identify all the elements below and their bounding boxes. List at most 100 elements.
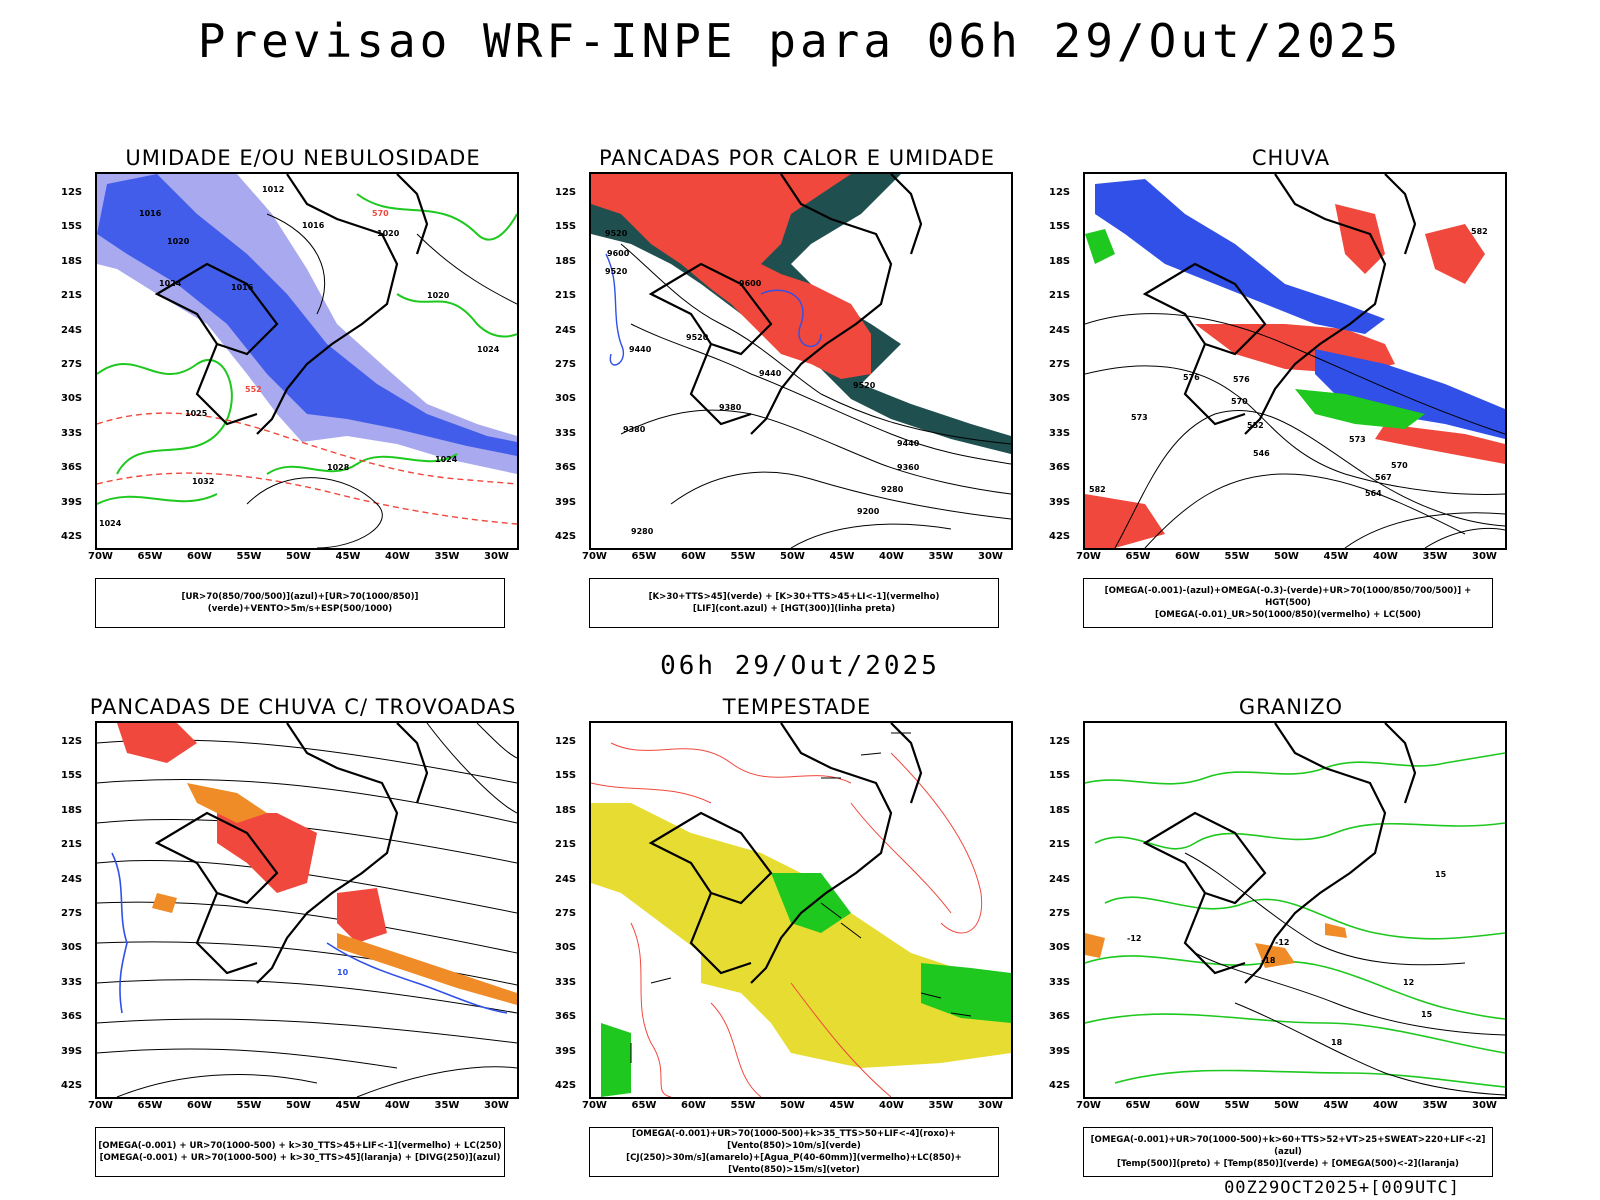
lon-tick-label: 35W [434,551,460,562]
temp500-contours [1184,852,1505,1096]
lat-tick-label: 21S [555,839,577,851]
lat-tick-label: 12S [555,187,577,198]
lat-tick-label: 27S [61,908,83,919]
map-area: -12 -18 -12 12 15 15 18 [1083,721,1507,1099]
legend-line: [LIF](cont.azul) + [HGT(300)](linha pret… [692,604,896,614]
lon-tick-label: 50W [780,551,805,562]
panel-legend: [OMEGA(-0.001) + UR>70(1000-500) + k>30_… [95,1127,505,1177]
panel-pancadas-calor: PANCADAS POR CALOR E UMIDADE 9520 9600 9… [555,146,1042,628]
lon-tick-label: 70W [1076,1100,1101,1111]
legend-line: [OMEGA(-0.001)+UR>70(1000-500)+k>35_TTS>… [632,1129,956,1151]
lon-tick-label: 60W [1175,1100,1200,1111]
lon-tick-label: 35W [1422,551,1448,562]
lon-tick-label: 40W [385,551,410,562]
lat-tick-label: 15S [1049,770,1071,782]
map-graphic: 1012 1016 1020 1024 1016 1020 1024 1025 … [97,174,517,548]
lon-tick-label: 65W [1125,551,1151,562]
lat-tick-label: 18S [1049,804,1071,816]
contour-label: 9440 [897,439,920,448]
lat-tick-label: 21S [555,290,577,302]
lat-tick-label: 33S [555,976,577,988]
lon-tick-label: 30W [484,551,509,562]
lat-tick-label: 36S [61,462,83,474]
lon-tick-label: 35W [928,1100,954,1111]
lat-tick-label: 30S [1049,942,1071,954]
lon-tick-label: 45W [829,1100,855,1111]
lon-tick-label: 30W [1472,1100,1497,1111]
blue-omega-area [1095,179,1505,439]
lon-tick-label: 50W [286,1100,311,1111]
temp850-contours [1085,752,1505,1088]
lon-tick-label: 55W [730,551,756,562]
contour-label: 564 [1365,489,1382,498]
lat-tick-label: 18S [1049,255,1071,267]
lat-tick-label: 12S [555,736,577,747]
lat-tick-label: 27S [555,908,577,919]
contour-label: 1032 [192,477,214,486]
lat-tick-label: 18S [61,804,83,816]
panel-title: PANCADAS POR CALOR E UMIDADE [598,146,996,170]
lat-tick-label: 12S [61,187,83,198]
lon-tick-label: 70W [1076,551,1101,562]
lon-tick-label: 60W [187,551,212,562]
lat-tick-label: 39S [555,1045,577,1057]
contour-label: 10 [337,968,349,977]
lon-tick-label: 65W [137,551,163,562]
lat-tick-label: 36S [1049,1011,1071,1023]
contour-label: 582 [1089,485,1106,494]
contour-label: 9440 [629,345,652,354]
forecast-time-label: 06h 29/Out/2025 [660,651,940,681]
lat-tick-label: 39S [555,496,577,508]
lat-tick-label: 21S [1049,839,1071,851]
lat-tick-label: 39S [61,1045,83,1057]
pressure-isobars [246,213,517,548]
green-omega-area [1085,229,1425,429]
red-water-contours [591,742,983,1097]
lat-tick-label: 42S [555,1080,577,1091]
lat-tick-label: 36S [1049,462,1071,474]
lat-tick-label: 24S [1049,873,1071,885]
map-area [589,721,1013,1099]
contour-label: 1016 [139,209,162,218]
lat-tick-label: 36S [555,1011,577,1023]
lon-tick-label: 55W [236,551,262,562]
red-omega-area [1085,204,1505,548]
contour-label: -12 [1275,938,1289,947]
contour-label: 567 [1375,473,1392,482]
contour-label: 1020 [427,291,450,300]
lat-tick-label: 27S [1049,359,1071,370]
legend-line: [K>30+TTS>45](verde) + [K>30+TTS>45+LI<-… [648,592,940,602]
lon-tick-label: 45W [335,1100,361,1111]
lon-tick-label: 40W [1373,551,1398,562]
contour-label: 552 [1247,421,1264,430]
lon-tick-label: 50W [1274,1100,1299,1111]
legend-line: [Temp(500)](preto) + [Temp(850)](verde) … [1117,1159,1459,1169]
lon-tick-label: 40W [385,1100,410,1111]
lon-tick-label: 50W [780,1100,805,1111]
lat-tick-label: 12S [61,736,83,747]
lon-tick-label: 70W [88,1100,113,1111]
lat-tick-label: 21S [1049,290,1071,302]
red-li-area [591,174,871,379]
contour-label: 1024 [435,455,458,464]
lat-tick-label: 42S [61,1080,83,1091]
legend-line: [OMEGA(-0.001)-(azul)+OMEGA(-0.3)-(verde… [1104,586,1472,608]
yellow-jet-area [591,803,1011,1068]
contour-label: 570 [1231,397,1248,406]
lat-tick-label: 27S [555,359,577,370]
lat-tick-label: 42S [1049,1080,1071,1091]
contour-label: 573 [1131,413,1148,422]
contour-label: 1016 [231,283,254,292]
lat-tick-label: 30S [1049,393,1071,405]
lat-tick-label: 12S [1049,736,1071,747]
lon-tick-label: 60W [1175,551,1200,562]
lon-tick-label: 70W [582,1100,607,1111]
lat-tick-label: 33S [1049,976,1071,988]
lon-tick-label: 60W [681,551,706,562]
hgt500-contours [1085,313,1505,548]
lat-tick-label: 36S [61,1011,83,1023]
dense-humidity-area [97,174,517,456]
lon-tick-label: 30W [978,551,1003,562]
lon-tick-label: 65W [137,1100,163,1111]
coastline [154,174,429,435]
